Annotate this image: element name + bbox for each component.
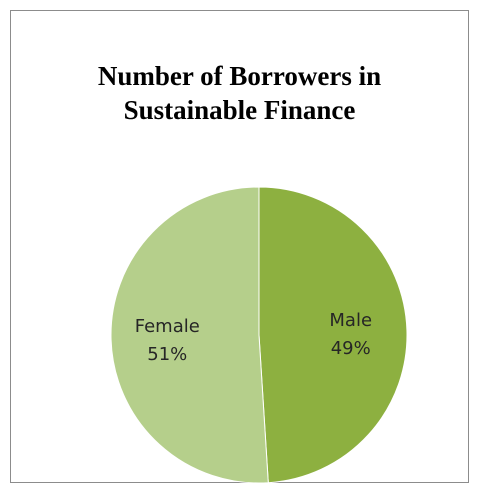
slice-label-female: Female bbox=[135, 316, 200, 337]
pie-slice-male bbox=[258, 186, 408, 484]
chart-title-line-1: Number of Borrowers in bbox=[97, 61, 382, 91]
slice-label-male: Male bbox=[329, 310, 372, 331]
chart-title: Number of Borrowers in Sustainable Finan… bbox=[11, 59, 468, 127]
slice-value-male: 49% bbox=[331, 338, 371, 359]
pie-chart: Male 49% Female 51% bbox=[110, 186, 408, 484]
chart-title-line-2: Sustainable Finance bbox=[123, 95, 356, 125]
slice-value-female: 51% bbox=[147, 344, 187, 365]
pie-slice-female bbox=[110, 186, 269, 484]
chart-frame: Number of Borrowers in Sustainable Finan… bbox=[10, 10, 469, 484]
